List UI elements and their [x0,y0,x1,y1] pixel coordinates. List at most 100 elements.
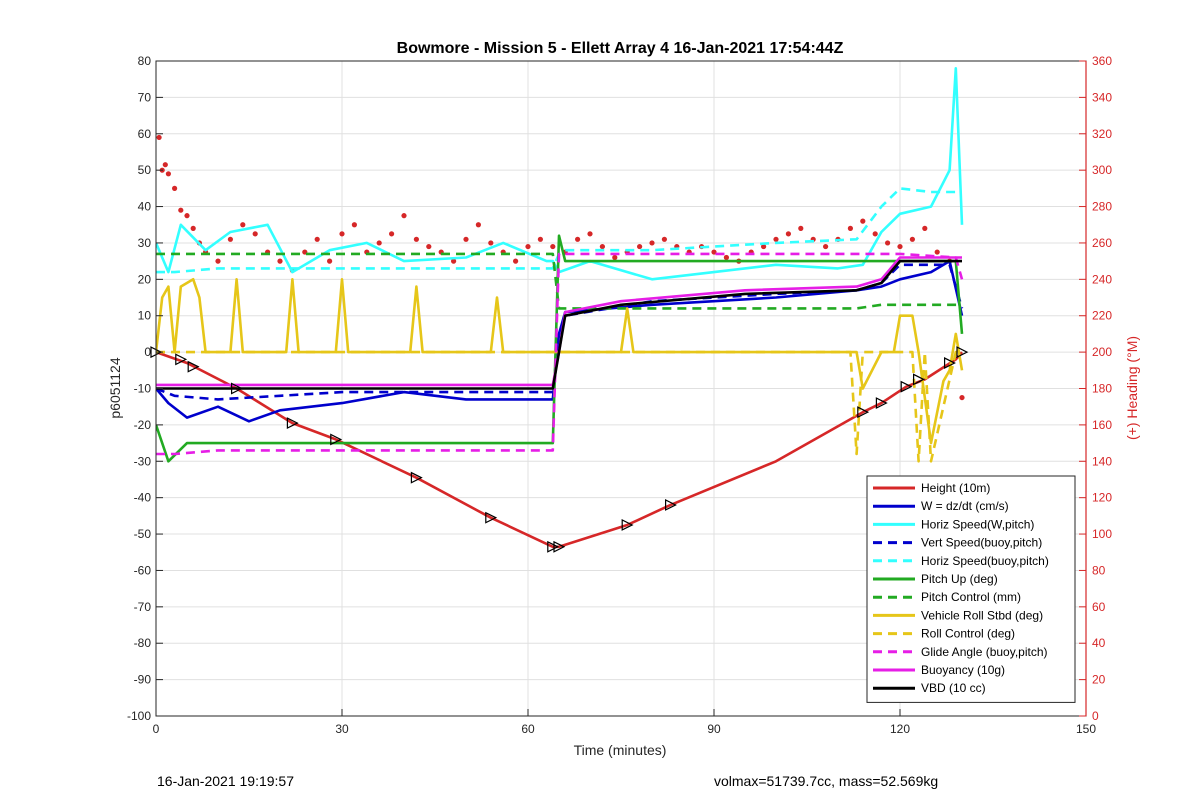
heading-point [413,236,419,242]
y2-tick-label: 100 [1092,527,1112,541]
series-line-4 [156,187,956,274]
heading-point [798,225,804,231]
heading-point [426,243,432,250]
heading-point [389,231,395,237]
heading-point [897,243,903,250]
x-tick-label: 30 [335,722,349,736]
triangle-marker [943,357,956,369]
heading-point [314,236,320,242]
triangle-marker [231,382,243,395]
y-tick-label: 10 [138,309,152,323]
chart-canvas: 0 30 60 90 120 15080706050403020100-10-20-30-… [107,40,1140,758]
heading-point [277,258,283,264]
x-tick-label: 60 [521,722,535,736]
y-tick-label: 80 [138,54,152,68]
heading-point [401,213,407,219]
heading-point [162,162,168,168]
heading-point [172,185,178,191]
legend-entry: Height (10m) [921,481,990,495]
x-tick-label: 0 [153,722,160,736]
heading-point [711,249,717,255]
series-line-8 [156,350,962,463]
legend-box [866,475,1076,703]
heading-point [475,222,481,228]
y-tick-label: -50 [134,527,152,541]
heading-point [922,225,928,231]
x-tick-label: 90 [707,722,721,736]
legend-entry: Horiz Speed(buoy,pitch) [921,554,1049,568]
heading-point [860,218,866,224]
heading-point [215,258,221,264]
legend-entry: Horiz Speed(W,pitch) [921,517,1034,531]
legend-entry: Roll Control (deg) [921,627,1015,641]
heading-point [761,243,767,250]
y2-tick-label: 40 [1092,636,1106,650]
y-tick-label: -100 [127,709,151,723]
series-line-2 [156,67,964,281]
series-line-11 [156,259,962,390]
y-tick-label: -90 [134,673,152,687]
triangle-marker [621,518,634,531]
y2-tick-label: 240 [1092,272,1112,286]
y2-tick-label: 360 [1092,54,1112,68]
y-tick-label: 0 [144,345,151,359]
y-tick-label: -80 [134,636,152,650]
y-tick-label: 50 [138,163,152,177]
heading-point [823,243,829,250]
y-tick-label: -20 [134,418,152,432]
y2-tick-label: 120 [1092,491,1112,505]
x-axis-label: Time (minutes) [574,742,667,758]
heading-point [488,240,494,246]
legend-entry: VBD (10 cc) [921,681,986,695]
triangle-marker [410,471,423,484]
heading-point [327,258,333,264]
heading-point [661,236,668,242]
heading-point [178,207,184,213]
heading-point [785,231,792,237]
triangle-marker [485,511,498,524]
legend-entry: Pitch Control (mm) [921,590,1021,604]
triangle-marker [175,353,188,366]
series-line-9 [156,252,964,456]
y-tick-label: 40 [138,200,152,214]
triangle-marker [900,380,913,393]
y-tick-label: -40 [134,491,152,505]
x-tick-label: 150 [1076,722,1096,736]
y2-tick-label: 300 [1092,163,1112,177]
y2-tick-label: 160 [1092,418,1112,432]
heading-point [587,231,593,237]
y2-tick-label: 340 [1092,90,1112,104]
heading-point [190,225,196,231]
y-tick-label: 70 [138,90,152,104]
heading-point [156,134,162,141]
heading-point [252,231,258,237]
axes: 0 30 60 90 120 15080706050403020100-10-20-30-… [127,54,1112,736]
triangle-marker [912,373,925,386]
y2-tick-label: 320 [1092,127,1112,141]
heading-point [649,240,655,246]
series-line-1 [156,259,964,423]
y2-axis-label: (+) Heading (°M) [1124,336,1140,440]
y-tick-label: 60 [138,127,152,141]
y2-tick-label: 80 [1092,563,1106,577]
triangle-marker [664,498,677,511]
heading-point [339,231,345,237]
y-tick-label: -30 [134,454,152,468]
y-tick-label: -70 [134,600,152,614]
heading-point [525,243,531,250]
heading-point [550,243,556,250]
heading-point [537,236,544,242]
heading-point [723,254,730,261]
triangle-marker [857,406,870,419]
heading-point [451,258,457,264]
triangle-marker [547,540,560,553]
heading-point [612,254,618,261]
footer-stats: volmax=51739.7cc, mass=52.569kg [714,773,939,789]
heading-point [463,236,469,242]
heading-point [847,225,854,231]
heading-point [184,213,190,219]
legend-entry: Buoyancy (10g) [921,663,1005,677]
heading-point [227,236,233,242]
heading-point [959,394,965,401]
legend: Height (10m) W = dz/dt (cm/s) Horiz Speed(… [866,475,1076,703]
